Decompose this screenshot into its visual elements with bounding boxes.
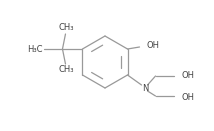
- Text: CH₃: CH₃: [59, 66, 74, 75]
- Text: H₃C: H₃C: [27, 45, 43, 53]
- Text: CH₃: CH₃: [59, 23, 74, 32]
- Text: OH: OH: [181, 92, 195, 102]
- Text: N: N: [142, 83, 149, 92]
- Text: OH: OH: [147, 42, 159, 50]
- Text: OH: OH: [181, 70, 195, 80]
